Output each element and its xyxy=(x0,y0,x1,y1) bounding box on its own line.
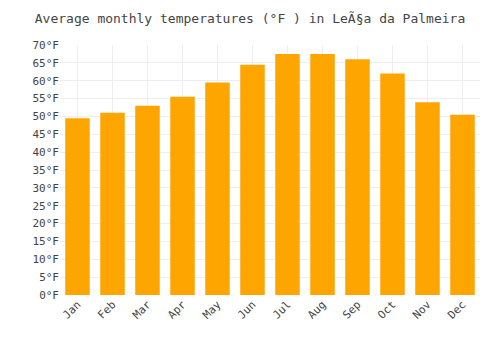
svg-text:15°F: 15°F xyxy=(33,235,60,248)
svg-text:Mar: Mar xyxy=(130,298,154,322)
svg-text:20°F: 20°F xyxy=(33,217,60,230)
svg-text:60°F: 60°F xyxy=(33,75,60,88)
svg-text:Sep: Sep xyxy=(340,298,363,321)
svg-text:Nov: Nov xyxy=(410,298,434,322)
svg-text:Average monthly temperatures (: Average monthly temperatures (°F ) in Le… xyxy=(35,11,465,26)
svg-text:Aug: Aug xyxy=(305,298,328,321)
svg-text:0°F: 0°F xyxy=(39,289,59,302)
svg-text:5°F: 5°F xyxy=(39,271,59,284)
svg-text:50°F: 50°F xyxy=(33,110,60,123)
svg-text:Apr: Apr xyxy=(165,298,189,322)
svg-text:35°F: 35°F xyxy=(33,164,60,177)
svg-text:65°F: 65°F xyxy=(33,57,60,70)
svg-text:May: May xyxy=(200,298,224,322)
svg-text:Jan: Jan xyxy=(60,298,83,321)
svg-text:Jul: Jul xyxy=(270,298,293,321)
svg-text:Dec: Dec xyxy=(445,298,468,321)
svg-text:45°F: 45°F xyxy=(33,128,60,141)
svg-text:Feb: Feb xyxy=(95,298,118,321)
svg-text:10°F: 10°F xyxy=(33,253,60,266)
svg-text:30°F: 30°F xyxy=(33,182,60,195)
svg-text:55°F: 55°F xyxy=(33,92,60,105)
svg-text:40°F: 40°F xyxy=(33,146,60,159)
svg-text:70°F: 70°F xyxy=(33,39,60,52)
svg-text:25°F: 25°F xyxy=(33,200,60,213)
svg-text:Jun: Jun xyxy=(235,298,258,321)
svg-text:Oct: Oct xyxy=(375,298,398,321)
